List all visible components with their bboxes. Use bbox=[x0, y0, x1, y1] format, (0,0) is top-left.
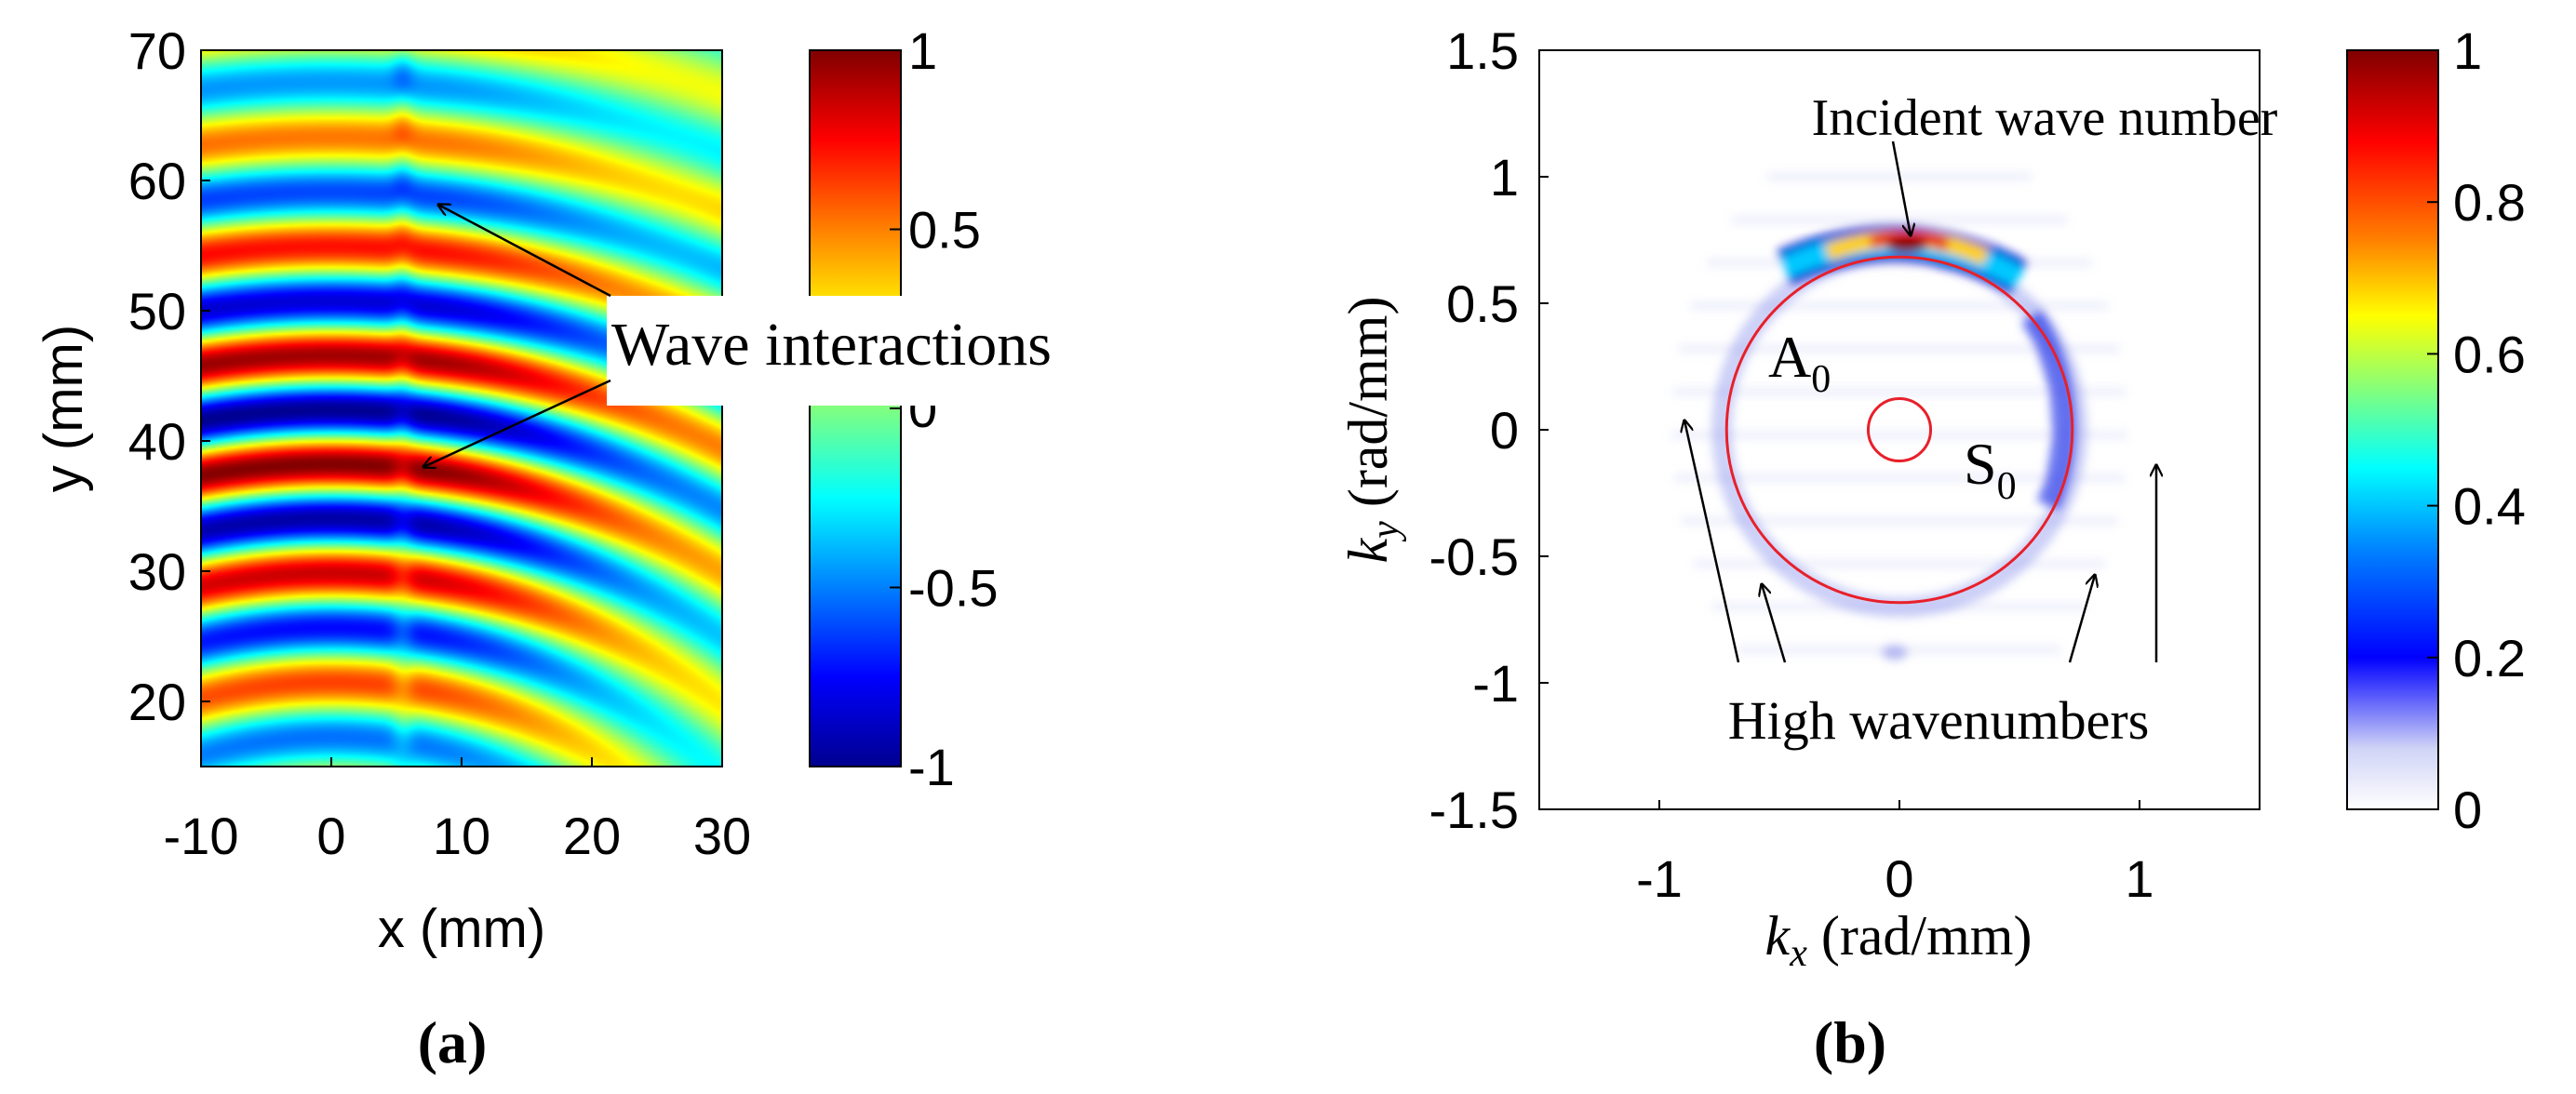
high-wavenumbers-arrow-3 bbox=[2068, 575, 2095, 663]
panel-b-colorbar-ticks: 1 0.8 0.6 0.4 0.2 0 bbox=[2427, 21, 2526, 839]
panel-b-xtick-label: 1 bbox=[2125, 849, 2153, 908]
panel-a-xtick-label: 30 bbox=[693, 807, 751, 865]
high-wavenumbers-arrow-2 bbox=[1762, 584, 1787, 663]
panel-b-ylabel: ky (rad/mm) bbox=[1337, 297, 1407, 564]
panel-a-xlabel: x (mm) bbox=[378, 899, 545, 959]
panel-b-heatmap bbox=[1670, 173, 2128, 660]
panel-b-ytick-label: 1.5 bbox=[1446, 21, 1519, 80]
panel-a-colorbar-tick-label: -1 bbox=[908, 738, 955, 796]
panel-a-xtick-label: 20 bbox=[563, 807, 621, 865]
spectrum-intensity bbox=[1670, 173, 2128, 660]
panel-a-ylabel: y (mm) bbox=[34, 325, 94, 492]
panel-a-xtick-label: 10 bbox=[433, 807, 490, 865]
panel-b-xtick-label: -1 bbox=[1636, 849, 1683, 908]
panel-b: -1 0 1 1.5 1 0.5 0 -0.5 -1 -1.5 A0 S0 Incident wa… bbox=[1337, 21, 2526, 1075]
high-wavenumbers-arrow-1 bbox=[1684, 420, 1740, 663]
panel-a-colorbar-tick-label: 1 bbox=[908, 21, 937, 80]
panel-b-ytick-label: -0.5 bbox=[1429, 527, 1520, 586]
panel-a-ytick-label: 20 bbox=[128, 673, 186, 731]
wave-interactions-arrow-lower bbox=[423, 379, 611, 467]
panel-b-ytick-label: 1 bbox=[1490, 148, 1519, 207]
panel-a-ytick-label: 50 bbox=[128, 282, 186, 340]
a0-dispersion-circle bbox=[1724, 255, 2074, 605]
panel-a-caption-letter: a bbox=[437, 1009, 467, 1075]
panel-a-colorbar bbox=[809, 49, 902, 767]
panel-b-ytick-label: 0.5 bbox=[1446, 274, 1519, 333]
wave-interactions-arrow-upper bbox=[438, 205, 611, 298]
panel-a-ytick-label: 30 bbox=[128, 542, 186, 601]
panel-b-colorbar-tick-label: 1 bbox=[2453, 21, 2482, 80]
panel-a-xtick-label: 0 bbox=[316, 807, 345, 865]
panel-b-caption: (b) bbox=[1814, 1009, 1886, 1075]
panel-a-colorbar-ticks: 10.50-0.5-1 bbox=[890, 21, 999, 796]
spectrum-peak bbox=[1885, 237, 1927, 253]
panel-b-ticks: -1 0 1 1.5 1 0.5 0 -0.5 -1 -1.5 bbox=[1429, 21, 2154, 908]
panel-b-colorbar-tick-label: 0.4 bbox=[2453, 477, 2526, 536]
panel-a-colorbar-tick-label: 0.5 bbox=[908, 201, 981, 260]
incident-wave-number-arrow bbox=[1891, 140, 1911, 235]
wave-interactions-label-background bbox=[607, 296, 1139, 406]
panel-a-ytick-label: 70 bbox=[128, 21, 186, 80]
panel-a-ytick-label: 40 bbox=[128, 412, 186, 471]
panel-b-caption-letter: b bbox=[1833, 1009, 1867, 1075]
panel-a-heatmap bbox=[201, 50, 722, 767]
high-wavenumbers-label: High wavenumbers bbox=[1728, 690, 2150, 751]
s0-mode-label: S0 bbox=[1964, 431, 2017, 508]
panel-b-colorbar bbox=[2346, 49, 2439, 810]
panel-a-colorbar-tick-label: -0.5 bbox=[908, 559, 999, 618]
panel-b-colorbar-tick-label: 0.8 bbox=[2453, 173, 2526, 232]
panel-b-xtick-label: 0 bbox=[1885, 849, 1913, 908]
a0-mode-label: A0 bbox=[1768, 324, 1831, 401]
panel-a-caption: (a) bbox=[418, 1009, 488, 1075]
panel-b-xlabel: kx (rad/mm) bbox=[1765, 905, 2033, 975]
wave-interactions-label: Wave interactions bbox=[611, 311, 1052, 379]
panel-b-ytick-label: -1 bbox=[1472, 654, 1519, 713]
s0-dispersion-circle bbox=[1866, 396, 1933, 463]
panel-a-ticks: -10 0 10 20 30 20 30 40 50 60 70 bbox=[128, 21, 751, 865]
panel-b-colorbar-tick-label: 0.6 bbox=[2453, 325, 2526, 383]
panel-b-ytick-label: 0 bbox=[1490, 401, 1519, 460]
panel-b-colorbar-tick-label: 0.2 bbox=[2453, 629, 2526, 687]
panel-a-ytick-label: 60 bbox=[128, 152, 186, 210]
panel-a: -10 0 10 20 30 20 30 40 50 60 70 x (mm) y (mm) 1 0.… bbox=[34, 21, 1139, 1075]
panel-b-colorbar-tick-label: 0 bbox=[2453, 780, 2482, 839]
incident-wave-number-label: Incident wave number bbox=[1812, 89, 2278, 147]
panel-a-xtick-label: -10 bbox=[164, 807, 239, 865]
panel-b-ytick-label: -1.5 bbox=[1429, 780, 1520, 839]
